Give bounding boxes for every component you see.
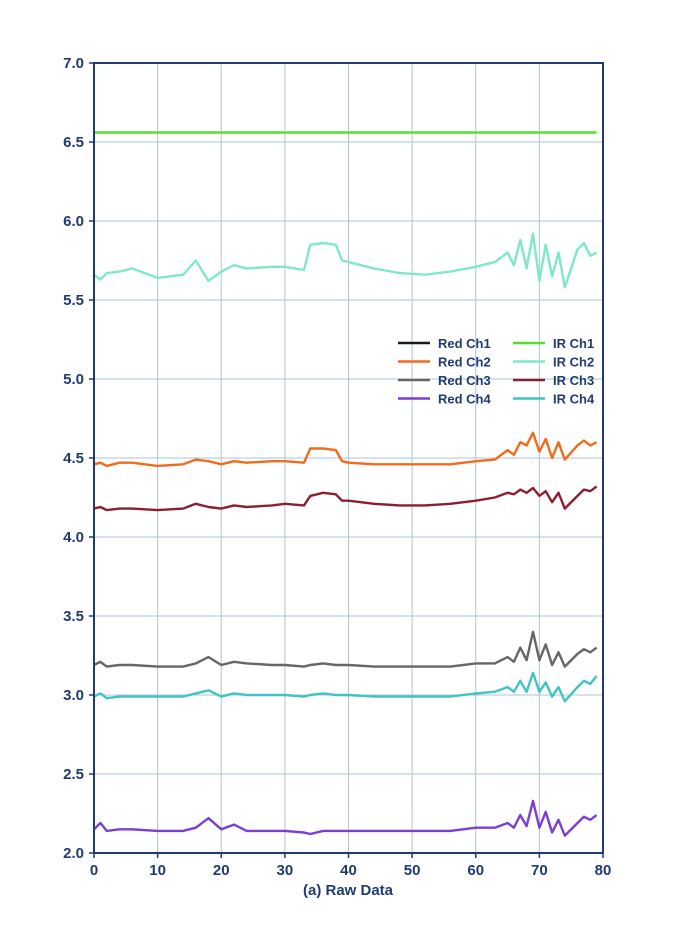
legend-label: Red Ch2 <box>438 355 491 370</box>
y-tick-label: 2.5 <box>63 766 84 783</box>
legend-label: Red Ch3 <box>438 373 491 388</box>
x-axis-label: (a) Raw Data <box>303 882 394 899</box>
series-line-ir-ch3 <box>93 485 598 512</box>
y-tick-label: 3.5 <box>63 608 84 625</box>
legend-item-ir-ch1: IR Ch1 <box>513 336 594 351</box>
legend-label: IR Ch2 <box>553 355 594 370</box>
y-tick-label: 6.5 <box>63 134 84 151</box>
series-lines <box>93 131 598 837</box>
x-tick-label: 50 <box>404 862 421 879</box>
legend-item-red-ch1: Red Ch1 <box>398 336 491 351</box>
x-tick-label: 80 <box>595 862 612 879</box>
legend-label: IR Ch1 <box>553 336 594 351</box>
series-line-red-ch2 <box>93 431 598 468</box>
x-tick-label: 0 <box>90 862 98 879</box>
x-tick-label: 30 <box>277 862 294 879</box>
x-tick-label: 70 <box>531 862 548 879</box>
legend-label: IR Ch4 <box>553 392 595 407</box>
y-tick-label: 5.5 <box>63 292 84 309</box>
x-tick-label: 60 <box>467 862 484 879</box>
y-tick-label: 5.0 <box>63 371 84 388</box>
y-tick-label: 4.0 <box>63 529 84 546</box>
x-tick-label: 20 <box>213 862 230 879</box>
y-tick-label: 2.0 <box>63 845 84 862</box>
legend-item-red-ch2: Red Ch2 <box>398 355 491 370</box>
legend-item-red-ch3: Red Ch3 <box>398 373 491 388</box>
legend-item-ir-ch4: IR Ch4 <box>513 392 595 407</box>
grid <box>93 62 604 854</box>
series-line-red-ch3 <box>93 630 598 668</box>
legend-label: Red Ch1 <box>438 336 491 351</box>
legend-label: IR Ch3 <box>553 373 594 388</box>
legend-label: Red Ch4 <box>438 392 492 407</box>
axes: 0 10 20 30 40 50 60 70 80 2.0 2.5 3.0 3.5 4.0 4.5 5.0 5.… <box>63 55 611 879</box>
legend-item-ir-ch2: IR Ch2 <box>513 355 594 370</box>
y-tick-label: 7.0 <box>63 55 84 72</box>
series-line-ir-ch2 <box>93 232 598 289</box>
x-tick-label: 40 <box>340 862 357 879</box>
legend-item-ir-ch3: IR Ch3 <box>513 373 594 388</box>
y-tick-label: 4.5 <box>63 450 84 467</box>
legend-item-red-ch4: Red Ch4 <box>398 392 492 407</box>
x-tick-label: 10 <box>149 862 166 879</box>
y-tick-label: 6.0 <box>63 213 84 230</box>
y-tick-label: 3.0 <box>63 687 84 704</box>
series-line-ir-ch4 <box>93 671 598 703</box>
legend: Red Ch1 Red Ch2 Red Ch3 Red Ch4 IR Ch1 IR Ch2… <box>398 336 595 407</box>
series-line-red-ch4 <box>93 799 598 837</box>
